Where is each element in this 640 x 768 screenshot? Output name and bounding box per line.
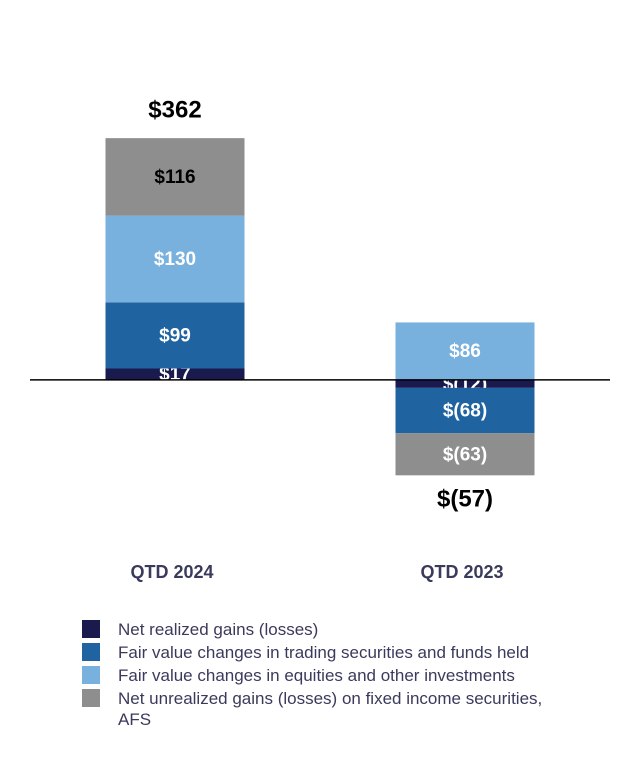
bar-segment	[395, 387, 535, 434]
legend-swatch	[82, 643, 100, 661]
legend: Net realized gains (losses) Fair value ch…	[82, 619, 562, 732]
bar-segment	[395, 433, 535, 476]
legend-swatch	[82, 620, 100, 638]
value-label: $(68)	[443, 401, 487, 422]
total-label: $362	[148, 96, 201, 123]
value-label: $130	[154, 249, 196, 270]
legend-item: Fair value changes in equities and other…	[82, 665, 562, 686]
value-label: $(63)	[443, 444, 487, 465]
bar-segment	[105, 302, 245, 369]
bar-segment	[105, 215, 245, 303]
legend-item: Fair value changes in trading securities…	[82, 642, 562, 663]
value-label: $99	[159, 325, 191, 346]
bar-segment	[105, 138, 245, 216]
bar-segment	[395, 379, 535, 388]
legend-label: Fair value changes in trading securities…	[118, 643, 530, 662]
total-label: $(57)	[437, 486, 493, 513]
legend-item: Net unrealized gains (losses) on fixed i…	[82, 688, 562, 730]
legend-item: Net realized gains (losses)	[82, 619, 562, 640]
legend-label: Net unrealized gains (losses) on fixed i…	[118, 689, 543, 729]
legend-swatch	[82, 666, 100, 684]
x-tick-label: QTD 2023	[420, 562, 503, 582]
bar-segment	[395, 322, 535, 380]
legend-label: Net realized gains (losses)	[118, 620, 319, 639]
value-label: $86	[449, 341, 481, 362]
legend-label: Fair value changes in equities and other…	[118, 666, 515, 685]
x-tick-label: QTD 2024	[130, 562, 213, 582]
legend-swatch	[82, 689, 100, 707]
bar-segment	[105, 368, 245, 380]
value-label: $116	[154, 167, 195, 188]
